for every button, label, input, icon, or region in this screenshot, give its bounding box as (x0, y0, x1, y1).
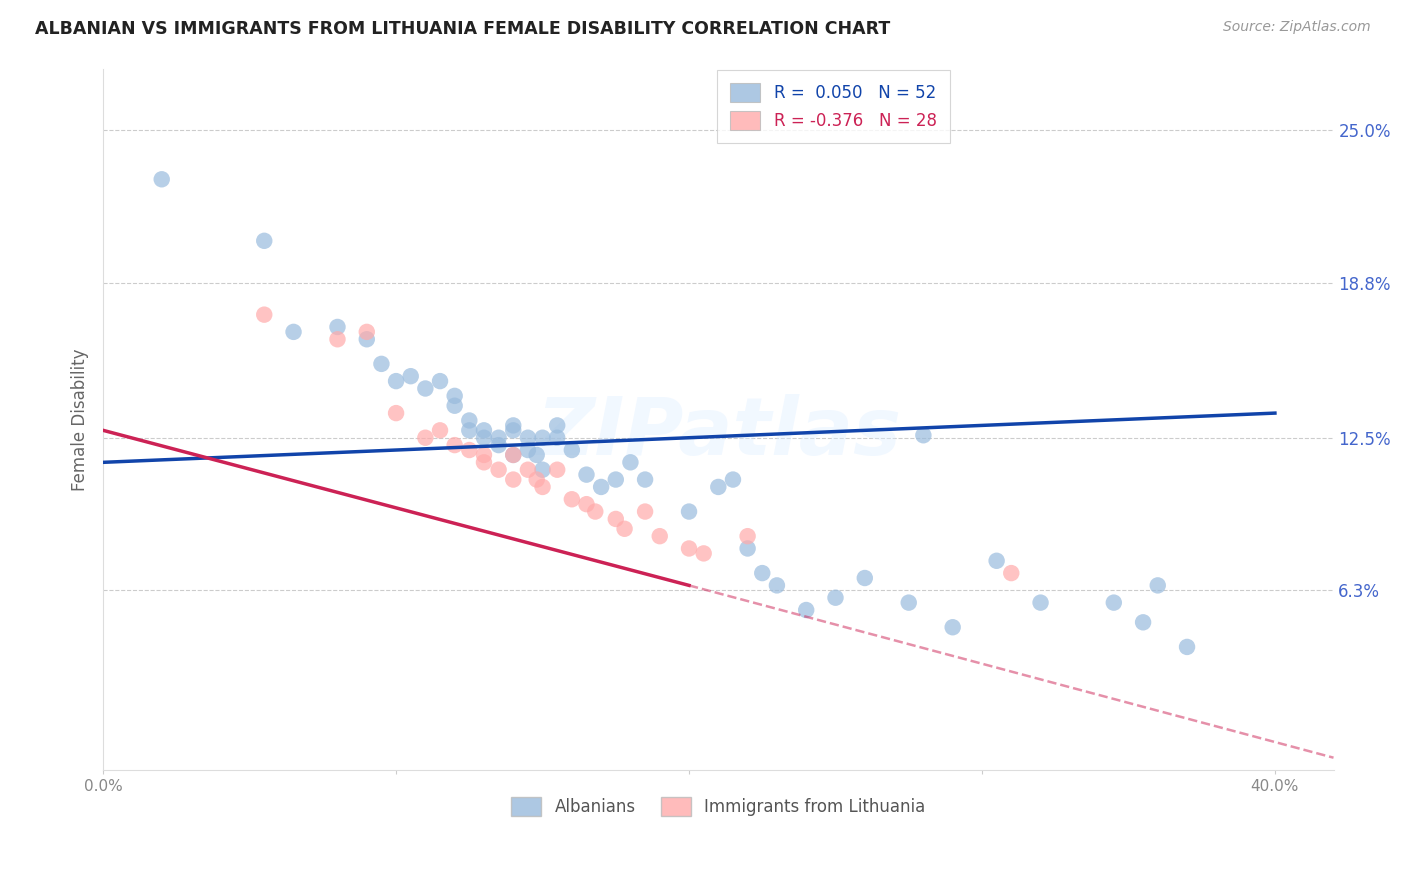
Point (472, 455, 495, 469)
Point (488, 431, 510, 445)
Point (531, 480, 554, 494)
Point (794, 603, 817, 617)
Point (326, 332, 349, 346)
Point (356, 325, 378, 339)
Point (531, 431, 554, 445)
Point (458, 443, 481, 458)
Point (502, 448, 524, 462)
Point (737, 541, 759, 556)
Point (678, 541, 700, 556)
Point (472, 423, 495, 437)
Point (370, 357, 392, 371)
Point (443, 389, 465, 403)
Text: ZIPatlas: ZIPatlas (536, 394, 901, 472)
Point (253, 308, 276, 322)
Point (458, 423, 481, 437)
Point (546, 463, 568, 477)
Text: ALBANIAN VS IMMIGRANTS FROM LITHUANIA FEMALE DISABILITY CORRELATION CHART: ALBANIAN VS IMMIGRANTS FROM LITHUANIA FE… (35, 20, 890, 37)
Point (1146, 578, 1168, 592)
Point (443, 399, 465, 413)
Point (1175, 640, 1198, 654)
Point (516, 463, 538, 477)
Point (707, 480, 730, 494)
Point (751, 566, 773, 580)
Point (986, 554, 1008, 568)
Point (1102, 596, 1125, 610)
Point (546, 431, 568, 445)
Point (326, 320, 349, 334)
Point (824, 591, 846, 605)
Point (634, 504, 657, 518)
Point (385, 406, 408, 420)
Point (502, 418, 524, 433)
Point (472, 431, 495, 445)
Point (150, 172, 173, 186)
Point (591, 480, 613, 494)
Point (648, 529, 671, 543)
Point (429, 423, 451, 437)
Point (766, 578, 789, 592)
Point (1132, 615, 1154, 630)
Point (516, 431, 538, 445)
Point (912, 428, 935, 442)
Point (897, 596, 920, 610)
Point (575, 497, 598, 511)
Point (737, 529, 759, 543)
Legend: Albanians, Immigrants from Lithuania: Albanians, Immigrants from Lithuania (503, 789, 934, 825)
Point (458, 413, 481, 427)
Point (561, 443, 583, 458)
Point (531, 463, 554, 477)
Point (253, 234, 276, 248)
Point (502, 448, 524, 462)
Point (678, 504, 700, 518)
Point (561, 492, 583, 507)
Point (415, 382, 437, 396)
Point (415, 431, 437, 445)
Point (853, 571, 876, 585)
Point (472, 448, 495, 462)
Text: Source: ZipAtlas.com: Source: ZipAtlas.com (1223, 20, 1371, 34)
Point (399, 369, 422, 384)
Point (502, 423, 524, 437)
Point (692, 546, 714, 560)
Point (1000, 566, 1022, 580)
Point (575, 467, 598, 482)
Point (1029, 596, 1052, 610)
Point (942, 620, 965, 634)
Point (385, 374, 408, 388)
Point (502, 473, 524, 487)
Point (721, 473, 744, 487)
Point (488, 438, 510, 452)
Point (634, 473, 657, 487)
Point (283, 325, 305, 339)
Point (583, 504, 606, 518)
Point (613, 522, 636, 536)
Point (488, 463, 510, 477)
Point (526, 473, 548, 487)
Point (443, 438, 465, 452)
Point (605, 473, 627, 487)
Y-axis label: Female Disability: Female Disability (72, 348, 89, 491)
Point (526, 448, 548, 462)
Point (356, 332, 378, 346)
Point (546, 418, 568, 433)
Point (516, 443, 538, 458)
Point (605, 512, 627, 526)
Point (429, 374, 451, 388)
Point (619, 455, 641, 469)
